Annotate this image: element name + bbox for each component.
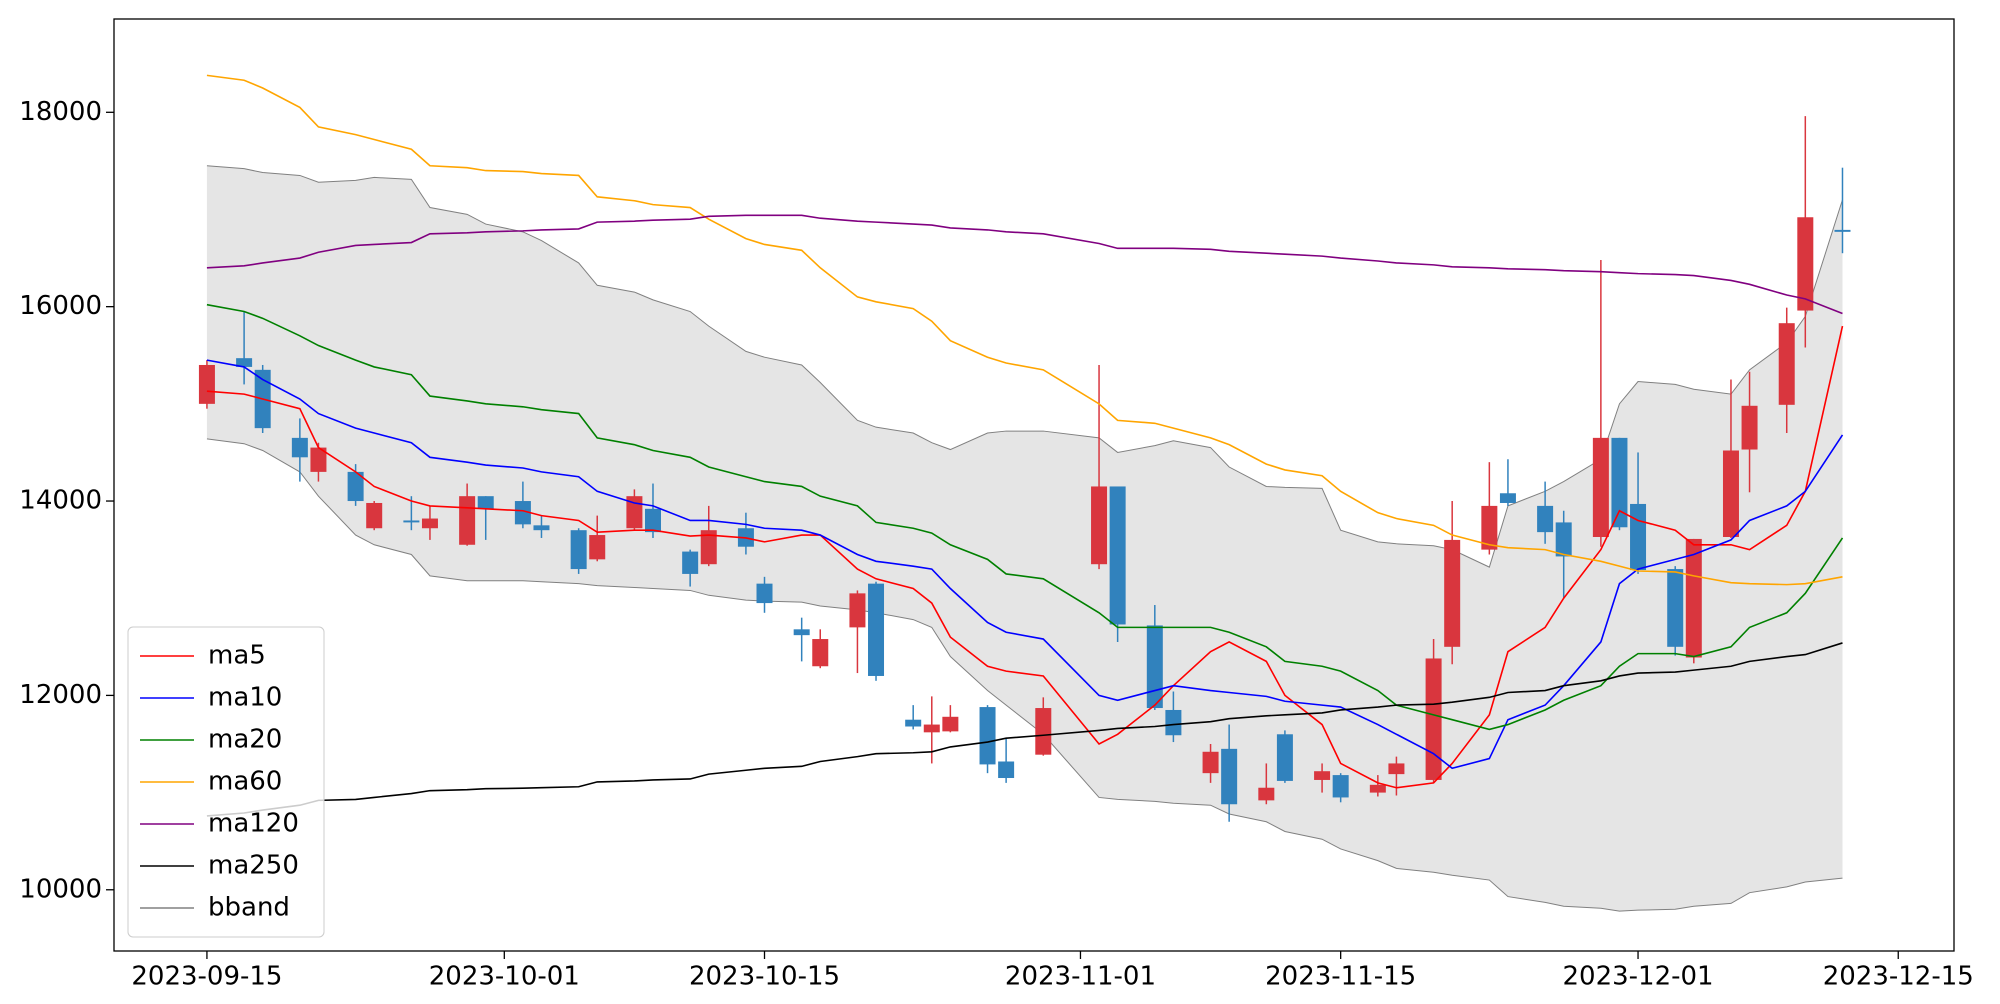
legend-label: ma120 [208, 809, 299, 839]
candle-body [570, 530, 587, 570]
x-tick-label: 2023-12-01 [1562, 962, 1713, 992]
legend-label: ma10 [208, 683, 282, 713]
y-tick-label: 16000 [19, 291, 102, 321]
candle-body [1221, 748, 1238, 805]
bband-lower [206, 438, 1843, 912]
ma-line [206, 74, 1843, 586]
candle-body [700, 530, 717, 565]
candle-body [310, 447, 327, 472]
legend-box [127, 626, 325, 938]
ma-line [206, 303, 1844, 731]
candle-body [998, 761, 1015, 779]
candle-body [1667, 569, 1684, 647]
candle-body [1425, 658, 1442, 780]
candle-body [1537, 505, 1554, 533]
candle-body [421, 518, 438, 529]
candle-body [1332, 775, 1349, 798]
candle-body [533, 525, 550, 531]
y-tick-label: 14000 [19, 486, 102, 516]
ma-line [206, 359, 1844, 770]
x-tick-label: 2023-10-15 [689, 962, 840, 992]
candle-body [644, 508, 661, 533]
candle-body [1611, 437, 1628, 528]
candle-body [1091, 486, 1108, 565]
candle-body [756, 583, 773, 604]
candle-body [1741, 405, 1758, 450]
candle-body [1276, 734, 1293, 781]
legend-label: bband [208, 893, 290, 923]
ma-line [206, 214, 1843, 315]
candle-body [347, 471, 364, 502]
candle-body [236, 358, 253, 367]
candle-body [923, 724, 940, 733]
bband-area [206, 165, 1843, 912]
candle-body [1592, 437, 1609, 537]
candle-body [1630, 503, 1647, 571]
x-tick-label: 2023-10-01 [429, 962, 580, 992]
x-tick-label: 2023-11-01 [1005, 962, 1156, 992]
candle-body [1834, 229, 1851, 232]
legend-label: ma250 [208, 851, 299, 881]
candle-body [849, 593, 866, 628]
candle-body [1314, 771, 1331, 780]
candle-body [942, 716, 959, 732]
legend-label: ma5 [208, 641, 266, 671]
candle-body [812, 639, 829, 667]
legend: ma5 ma10 ma20 ma60 ma120 ma250 bband [127, 626, 325, 938]
candle-body [589, 535, 606, 560]
x-tick-label: 2023-09-15 [131, 962, 282, 992]
candle-body [1109, 486, 1126, 625]
candle-body [1258, 787, 1275, 801]
plot-frame [113, 18, 1955, 952]
candle-body [1202, 751, 1219, 774]
candle-body [291, 437, 308, 458]
y-tick-label: 10000 [19, 874, 102, 904]
candle-body [1165, 709, 1182, 736]
candle-body [793, 629, 810, 636]
candle-body [682, 551, 699, 574]
legend-label: ma60 [208, 767, 282, 797]
candle-body [366, 502, 383, 529]
candle-body [1778, 323, 1795, 405]
candle-body [1722, 450, 1739, 537]
candle-body [1035, 708, 1052, 755]
candle-body [1685, 538, 1702, 658]
candle-body [1555, 522, 1572, 557]
y-tick-label: 12000 [19, 680, 102, 710]
candle-body [1444, 539, 1461, 647]
candle-body [514, 501, 531, 525]
bband-upper [206, 165, 1843, 568]
candle-body [198, 364, 215, 404]
ma-line [206, 642, 1843, 817]
legend-label: ma20 [208, 725, 282, 755]
candle-body [1369, 784, 1386, 793]
candle-body [1481, 505, 1498, 550]
x-tick-label: 2023-12-15 [1823, 962, 1974, 992]
candle-body [979, 707, 996, 765]
candle-body [1146, 625, 1163, 709]
candle-body [1797, 217, 1814, 311]
y-tick-label: 18000 [19, 97, 102, 127]
candle-body [1388, 763, 1405, 775]
candle-body [868, 583, 885, 676]
candle-body [905, 719, 922, 727]
candle-body [459, 496, 476, 545]
x-tick-label: 2023-11-15 [1265, 962, 1416, 992]
candle-body [1499, 493, 1516, 503]
candle-body [403, 520, 420, 523]
candle-body [477, 496, 494, 509]
ma-line [206, 325, 1844, 789]
